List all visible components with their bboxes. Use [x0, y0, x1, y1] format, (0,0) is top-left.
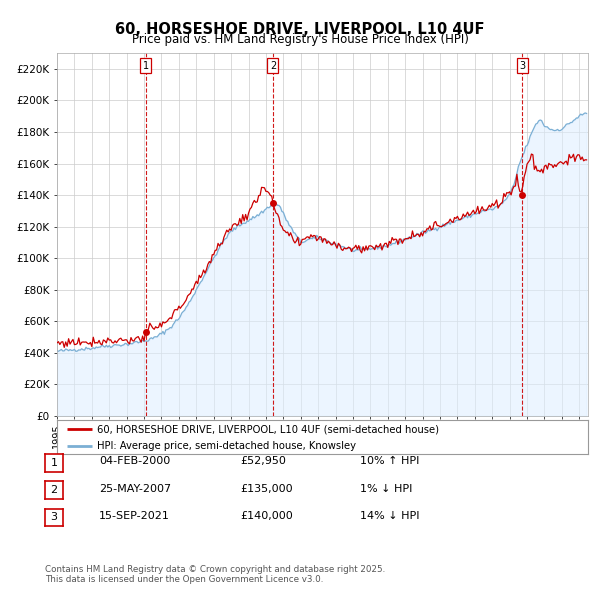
Text: 60, HORSESHOE DRIVE, LIVERPOOL, L10 4UF: 60, HORSESHOE DRIVE, LIVERPOOL, L10 4UF	[115, 22, 485, 37]
Text: 3: 3	[519, 61, 525, 71]
Text: £52,950: £52,950	[240, 457, 286, 466]
Text: Contains HM Land Registry data © Crown copyright and database right 2025.
This d: Contains HM Land Registry data © Crown c…	[45, 565, 385, 584]
Text: 25-MAY-2007: 25-MAY-2007	[99, 484, 171, 493]
Text: HPI: Average price, semi-detached house, Knowsley: HPI: Average price, semi-detached house,…	[97, 441, 356, 451]
Text: 60, HORSESHOE DRIVE, LIVERPOOL, L10 4UF (semi-detached house): 60, HORSESHOE DRIVE, LIVERPOOL, L10 4UF …	[97, 424, 439, 434]
Text: £135,000: £135,000	[240, 484, 293, 493]
Text: 04-FEB-2000: 04-FEB-2000	[99, 457, 170, 466]
Text: 14% ↓ HPI: 14% ↓ HPI	[360, 511, 419, 520]
Text: £140,000: £140,000	[240, 511, 293, 520]
Text: 2: 2	[270, 61, 276, 71]
Text: 1: 1	[50, 458, 58, 468]
Text: 2: 2	[50, 486, 58, 495]
Text: 15-SEP-2021: 15-SEP-2021	[99, 511, 170, 520]
Text: 3: 3	[50, 513, 58, 522]
Text: 1% ↓ HPI: 1% ↓ HPI	[360, 484, 412, 493]
Text: 1: 1	[143, 61, 149, 71]
Text: 10% ↑ HPI: 10% ↑ HPI	[360, 457, 419, 466]
Text: Price paid vs. HM Land Registry's House Price Index (HPI): Price paid vs. HM Land Registry's House …	[131, 33, 469, 46]
